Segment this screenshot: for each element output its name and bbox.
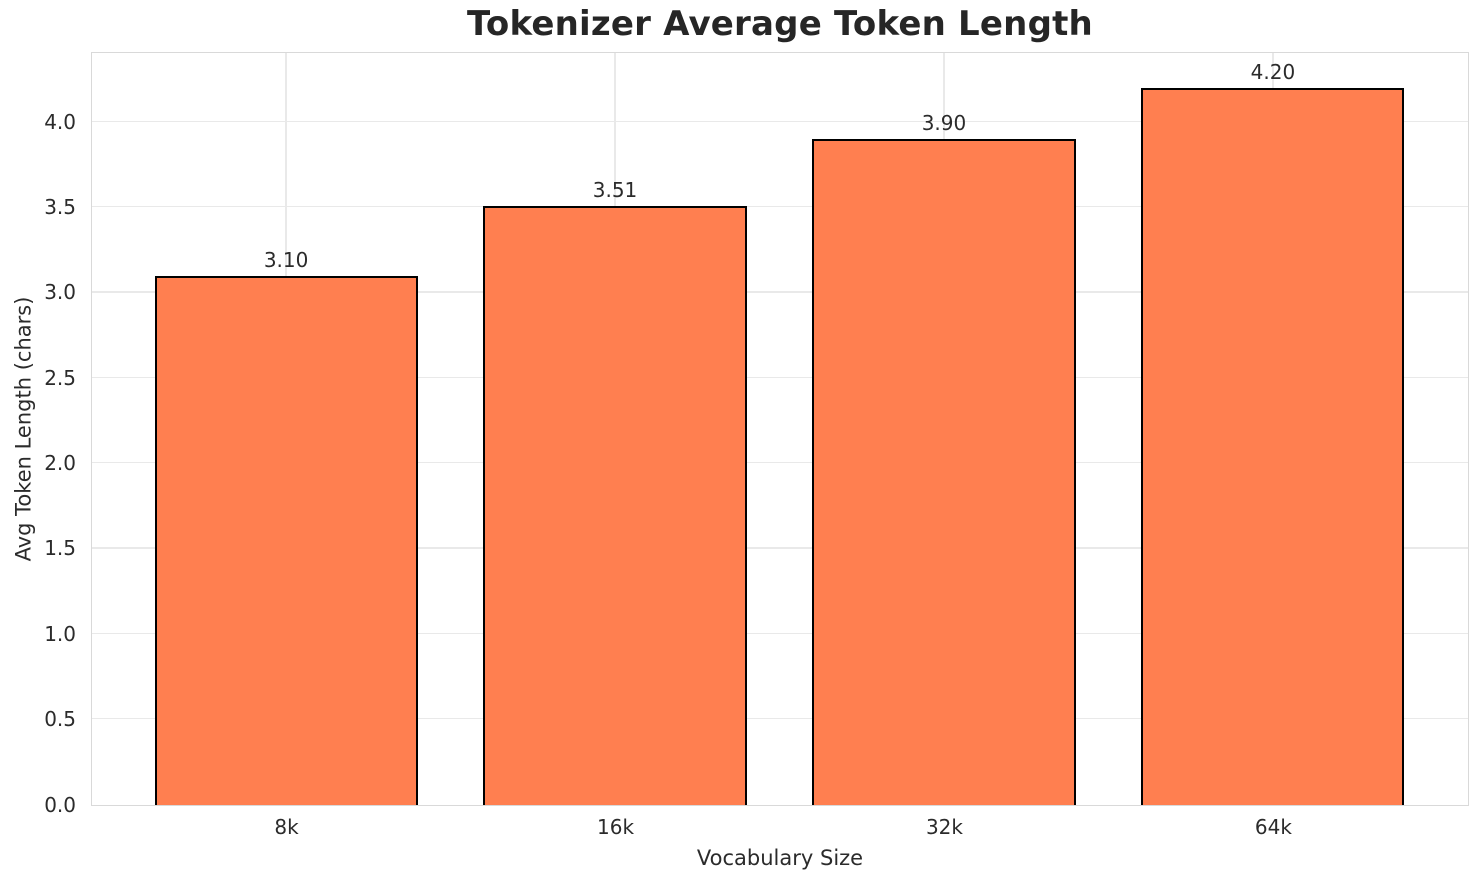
bar	[812, 139, 1076, 805]
bar-value-label: 3.90	[921, 111, 967, 136]
x-tick-label: 16k	[597, 815, 635, 839]
x-tick-label: 32k	[925, 815, 963, 839]
y-tick-label: 2.0	[44, 451, 76, 476]
y-axis-label-text: Avg Token Length (chars)	[11, 296, 36, 562]
y-tick-label: 0.0	[44, 792, 76, 817]
y-tick-label: 4.0	[44, 109, 76, 134]
gridline-horizontal	[92, 291, 1468, 293]
bar-value-label: 3.10	[263, 247, 309, 272]
y-tick-label: 3.5	[44, 195, 76, 220]
y-tick-label: 3.0	[44, 280, 76, 305]
x-tick-label: 64k	[1254, 815, 1292, 839]
y-tick-label: 2.5	[44, 365, 76, 390]
gridline-horizontal	[92, 205, 1468, 208]
gridline-horizontal	[92, 547, 1468, 549]
gridline-horizontal	[92, 632, 1468, 634]
y-tick-label: 0.5	[44, 707, 76, 732]
bar-value-label: 3.51	[592, 177, 638, 202]
y-tick-label: 1.0	[44, 621, 76, 646]
chart-title: Tokenizer Average Token Length	[467, 4, 1093, 44]
x-axis-label: Vocabulary Size	[696, 846, 864, 870]
bar	[1141, 88, 1405, 805]
gridline-horizontal	[92, 461, 1468, 464]
x-tick-label: 8k	[274, 815, 299, 839]
y-tick-label: 1.5	[44, 536, 76, 561]
gridline-horizontal	[92, 376, 1468, 378]
bar-layer: 3.10 3.51 3.90 4.20	[92, 53, 1468, 805]
bar	[154, 275, 418, 805]
gridline-horizontal	[92, 120, 1468, 122]
gridline-horizontal	[92, 717, 1468, 720]
bar-value-label: 4.20	[1250, 60, 1296, 85]
y-axis-label: Avg Token Length (chars)	[8, 52, 38, 806]
bar	[483, 205, 747, 805]
plot-area: 3.10 3.51 3.90 4.20	[91, 52, 1469, 806]
